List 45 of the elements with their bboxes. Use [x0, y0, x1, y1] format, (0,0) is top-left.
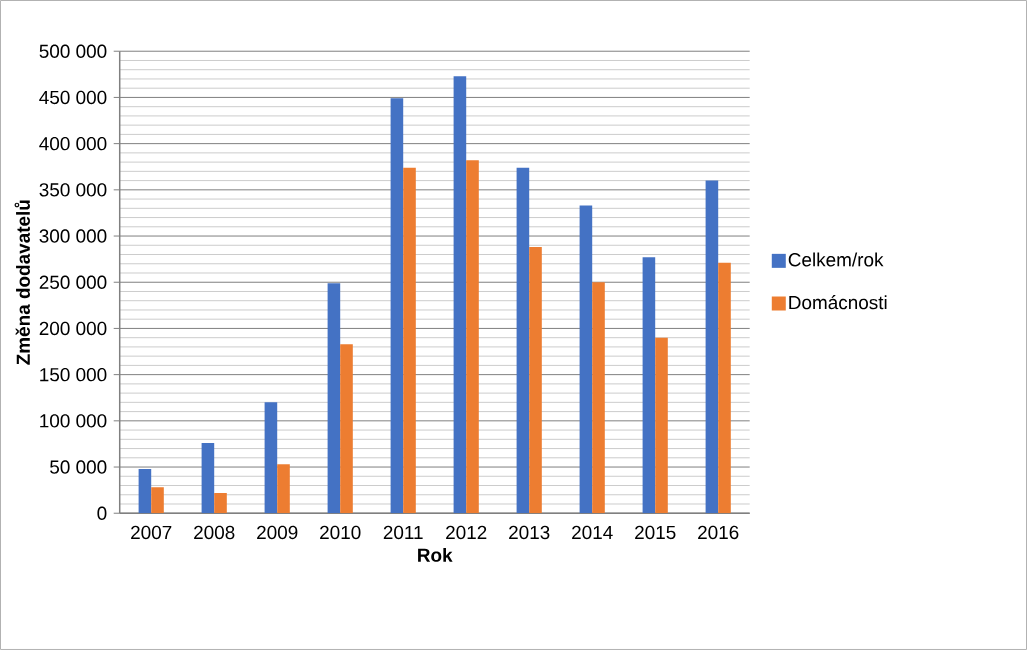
- bar: [529, 247, 542, 514]
- bar: [655, 337, 668, 514]
- x-tick-label: 2016: [698, 525, 739, 540]
- bar: [151, 487, 164, 514]
- bar: [277, 464, 290, 514]
- bar: [579, 205, 593, 514]
- y-tick-label: 250 000: [39, 275, 107, 289]
- x-tick-label: 2014: [572, 525, 613, 540]
- y-axis-title: Změna dodavatelů: [14, 200, 30, 365]
- x-tick-label: 2012: [446, 525, 487, 540]
- y-tick-label: 200 000: [39, 321, 107, 336]
- bar: [453, 76, 467, 514]
- legend-label: Celkem/rok: [788, 252, 884, 267]
- x-tick-label: 2011: [383, 525, 423, 540]
- x-axis-title: Rok: [418, 547, 453, 562]
- bar: [592, 282, 605, 514]
- y-tick-label: 0: [97, 506, 107, 520]
- bar: [340, 344, 353, 514]
- bar: [403, 167, 416, 514]
- x-tick-label: 2015: [635, 525, 676, 540]
- x-tick-label: 2007: [131, 525, 172, 540]
- bar: [642, 257, 656, 514]
- bar: [264, 402, 278, 514]
- y-tick-label: 150 000: [40, 367, 107, 382]
- y-tick-label: 350 000: [39, 183, 107, 197]
- y-tick-label: 400 000: [39, 136, 107, 151]
- y-tick-label: 100 000: [40, 414, 107, 428]
- x-tick-label: 2013: [509, 525, 550, 540]
- bar: [327, 283, 341, 514]
- x-tick-label: 2009: [257, 525, 298, 540]
- bar: [390, 98, 404, 514]
- bar: [718, 262, 731, 514]
- y-tick-label: 500 000: [39, 44, 107, 58]
- x-tick-label: 2008: [194, 525, 235, 540]
- bar: [201, 443, 215, 514]
- x-tick-label: 2010: [320, 525, 361, 540]
- legend-label: Domácnosti: [789, 295, 887, 310]
- bar: [214, 492, 227, 514]
- bar: [138, 468, 152, 514]
- y-tick-label: 450 000: [39, 90, 107, 105]
- bar: [516, 167, 530, 514]
- y-tick-label: 300 000: [39, 229, 107, 243]
- bar: [705, 180, 719, 514]
- y-tick-label: 50 000: [50, 460, 107, 474]
- bar: [466, 160, 479, 514]
